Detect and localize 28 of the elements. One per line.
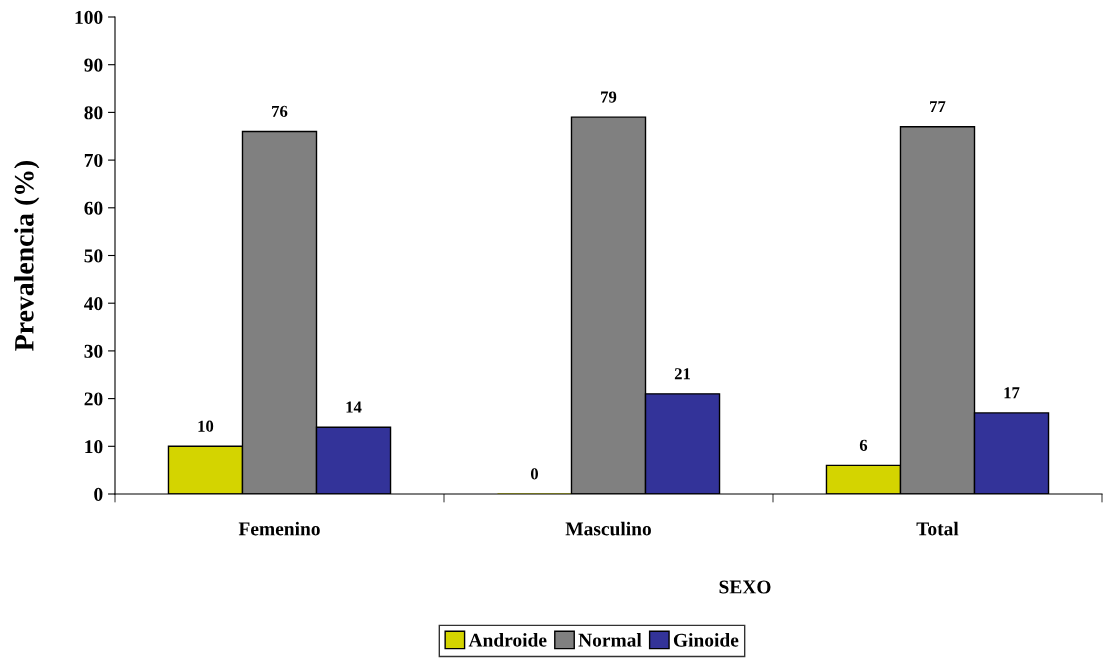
- y-tick-label: 70: [84, 153, 103, 168]
- x-axis-title: SEXO: [719, 580, 771, 594]
- y-tick-label: 80: [84, 106, 103, 120]
- data-label: 21: [674, 368, 690, 380]
- y-tick-label: 100: [75, 10, 103, 24]
- legend-label: Androide: [468, 633, 547, 647]
- legend-label: Normal: [578, 633, 642, 647]
- data-label: 0: [530, 468, 539, 480]
- data-label: 77: [930, 101, 946, 113]
- y-tick-label: 30: [84, 344, 103, 358]
- x-tick-label: Masculino: [565, 521, 651, 536]
- x-tick-label: Total: [916, 521, 959, 536]
- y-tick-label: 10: [85, 440, 103, 454]
- y-tick-label: 90: [84, 58, 103, 72]
- data-label: 10: [198, 420, 214, 432]
- y-tick-label: 40: [84, 297, 103, 311]
- y-tick-label: 0: [94, 487, 103, 501]
- y-tick-label: 50: [84, 249, 103, 263]
- y-axis-title: Prevalencia (%): [14, 160, 40, 351]
- y-tick-label: 20: [84, 392, 103, 406]
- data-label: 79: [601, 91, 617, 103]
- data-label: 6: [859, 439, 868, 451]
- data-label: 76: [272, 105, 288, 117]
- legend-label: Ginoide: [673, 633, 739, 647]
- y-tick-label: 60: [84, 201, 103, 215]
- data-label: 17: [1004, 387, 1020, 399]
- data-label: 14: [346, 401, 362, 413]
- x-tick-label: Femenino: [238, 521, 320, 536]
